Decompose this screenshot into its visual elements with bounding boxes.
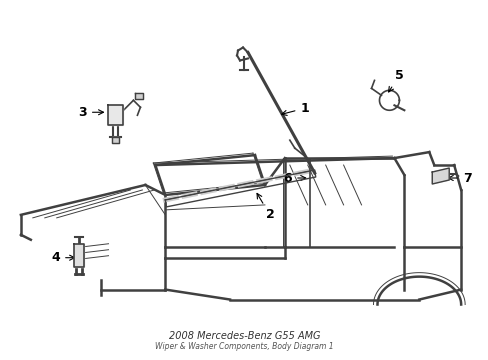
Text: 1: 1 [281, 102, 308, 116]
Polygon shape [135, 93, 143, 99]
Text: Wiper & Washer Components, Body Diagram 1: Wiper & Washer Components, Body Diagram … [155, 342, 333, 351]
Text: 2008 Mercedes-Benz G55 AMG: 2008 Mercedes-Benz G55 AMG [168, 331, 320, 341]
Text: 5: 5 [388, 69, 403, 92]
Text: 3: 3 [78, 106, 103, 119]
Polygon shape [107, 105, 123, 125]
Polygon shape [111, 137, 119, 143]
Polygon shape [431, 168, 448, 184]
Polygon shape [74, 244, 83, 267]
Text: 4: 4 [51, 251, 75, 264]
Text: 2: 2 [257, 193, 274, 221]
Text: 6: 6 [283, 171, 305, 185]
Text: 7: 7 [447, 171, 470, 185]
